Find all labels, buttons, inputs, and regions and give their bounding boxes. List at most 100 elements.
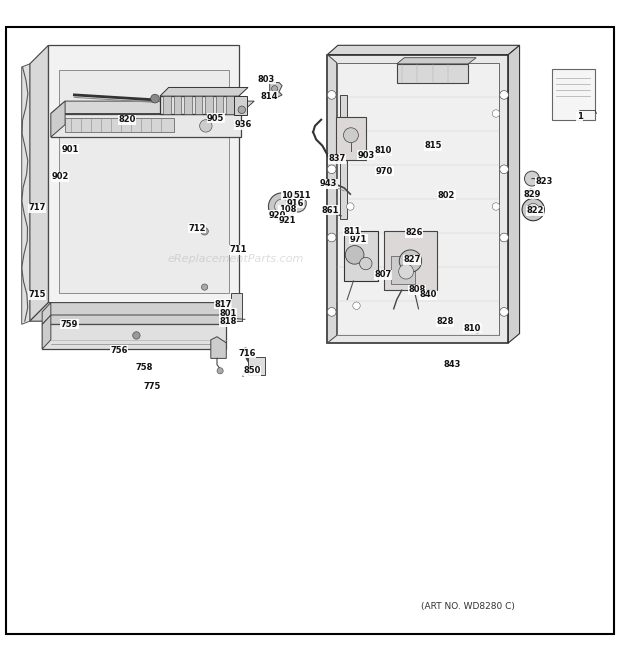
Text: 971: 971: [350, 235, 367, 244]
Polygon shape: [160, 87, 248, 96]
Text: 108: 108: [281, 191, 299, 200]
Text: 801: 801: [219, 309, 237, 318]
Polygon shape: [51, 101, 65, 137]
Text: 905: 905: [207, 114, 224, 123]
Text: 840: 840: [419, 290, 436, 299]
Bar: [391, 256, 415, 284]
Text: 814: 814: [260, 92, 278, 100]
Text: 843: 843: [444, 360, 461, 369]
Circle shape: [500, 91, 508, 99]
Circle shape: [492, 203, 500, 210]
Polygon shape: [30, 303, 239, 321]
Circle shape: [231, 317, 236, 322]
Text: 756: 756: [110, 346, 128, 355]
Bar: [184, 96, 192, 114]
Circle shape: [399, 264, 414, 279]
Text: 902: 902: [51, 173, 69, 181]
Bar: [336, 116, 366, 160]
Circle shape: [238, 106, 246, 114]
Text: 823: 823: [536, 177, 553, 186]
Text: 759: 759: [61, 320, 78, 329]
Polygon shape: [42, 315, 234, 325]
Polygon shape: [327, 55, 508, 343]
Text: 775: 775: [144, 382, 161, 391]
Bar: [344, 231, 378, 281]
Circle shape: [327, 233, 336, 242]
Circle shape: [492, 110, 500, 117]
Polygon shape: [48, 46, 239, 303]
Circle shape: [288, 215, 293, 220]
Circle shape: [275, 199, 290, 214]
Text: 936: 936: [234, 120, 252, 129]
Bar: [340, 95, 347, 219]
Text: 1: 1: [577, 112, 583, 121]
Circle shape: [201, 227, 208, 235]
Circle shape: [500, 233, 508, 242]
Text: 822: 822: [526, 206, 544, 215]
Bar: [397, 64, 468, 83]
Text: 970: 970: [376, 167, 393, 176]
Bar: [65, 118, 174, 132]
Polygon shape: [508, 46, 520, 343]
Circle shape: [345, 245, 364, 264]
Circle shape: [243, 348, 248, 353]
Text: 828: 828: [436, 317, 454, 327]
Bar: [226, 96, 234, 114]
Circle shape: [290, 208, 296, 214]
Text: 818: 818: [219, 317, 237, 327]
Polygon shape: [397, 58, 476, 64]
Polygon shape: [327, 55, 337, 343]
Circle shape: [343, 128, 358, 143]
Text: 715: 715: [29, 290, 46, 299]
Text: 802: 802: [438, 191, 455, 200]
Polygon shape: [270, 83, 282, 98]
Polygon shape: [22, 64, 30, 325]
Bar: [248, 356, 265, 375]
Circle shape: [360, 257, 372, 270]
Bar: [384, 231, 437, 290]
Polygon shape: [51, 101, 254, 114]
Text: 820: 820: [118, 115, 136, 124]
Bar: [216, 96, 223, 114]
Text: 810: 810: [374, 146, 392, 155]
Polygon shape: [30, 46, 48, 321]
Circle shape: [526, 189, 536, 199]
Text: 807: 807: [374, 270, 392, 279]
Circle shape: [202, 284, 208, 290]
Text: 811: 811: [343, 227, 361, 236]
Bar: [337, 63, 499, 336]
Text: (ART NO. WD8280 C): (ART NO. WD8280 C): [421, 602, 515, 611]
Text: 108: 108: [279, 205, 296, 214]
Bar: [195, 96, 202, 114]
Circle shape: [500, 307, 508, 316]
Polygon shape: [42, 325, 226, 349]
Text: 826: 826: [405, 228, 423, 237]
Text: 511: 511: [294, 191, 311, 200]
Circle shape: [327, 91, 336, 99]
Text: 829: 829: [523, 190, 541, 198]
Circle shape: [525, 171, 539, 186]
Text: 758: 758: [136, 363, 153, 371]
Text: 943: 943: [320, 179, 337, 188]
Text: eReplacementParts.com: eReplacementParts.com: [167, 254, 304, 264]
Circle shape: [268, 193, 296, 220]
Bar: [59, 70, 229, 293]
Text: 716: 716: [238, 349, 255, 358]
Polygon shape: [160, 96, 239, 114]
Bar: [174, 96, 181, 114]
Text: 810: 810: [464, 323, 481, 332]
Text: 916: 916: [286, 199, 304, 208]
Text: 861: 861: [321, 206, 339, 215]
Text: 717: 717: [29, 203, 46, 212]
Text: 711: 711: [229, 245, 247, 254]
Circle shape: [133, 332, 140, 339]
Bar: [231, 293, 242, 321]
Bar: [163, 96, 170, 114]
Circle shape: [399, 250, 422, 272]
Circle shape: [347, 203, 354, 210]
Text: 827: 827: [404, 255, 421, 264]
Text: 712: 712: [188, 223, 206, 233]
Circle shape: [327, 307, 336, 316]
Circle shape: [217, 368, 223, 374]
Text: 850: 850: [243, 366, 260, 375]
